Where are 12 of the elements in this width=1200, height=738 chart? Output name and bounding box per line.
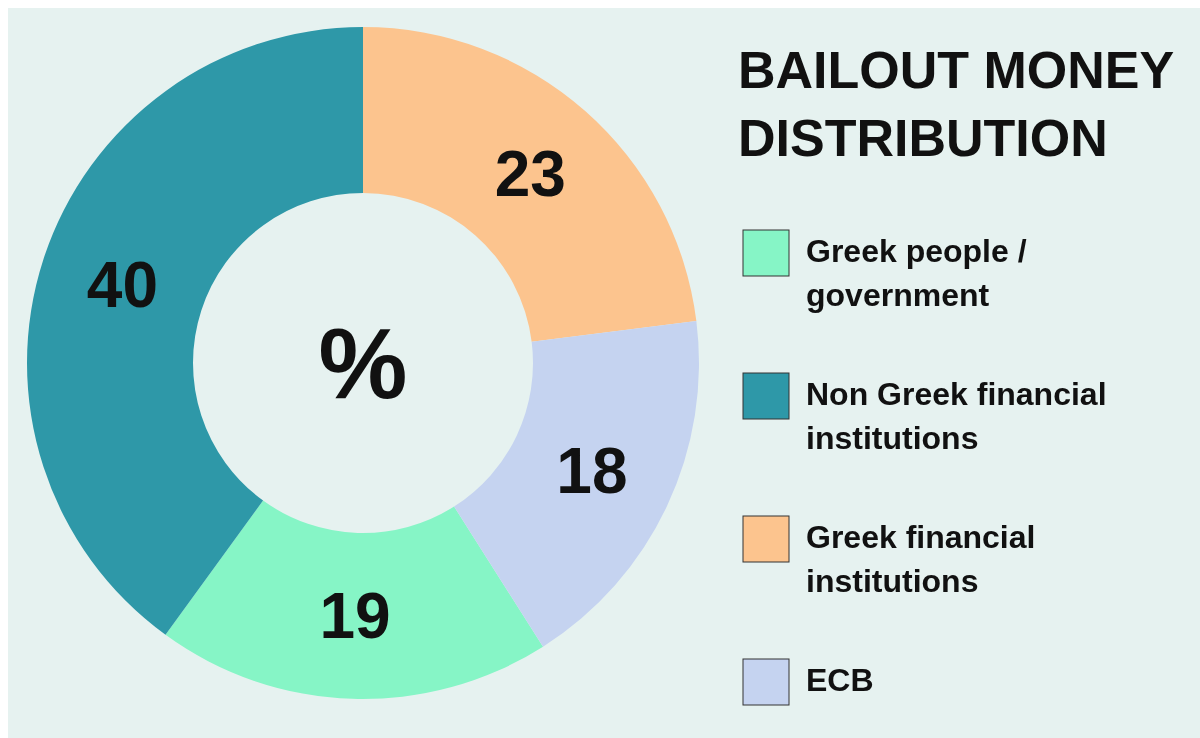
data-label: 19 [319,580,391,653]
donut-slice [165,500,544,699]
legend-label: Non Greek financial institutions [806,376,1107,456]
legend-label: ECB [806,662,874,698]
text: BAILOUT MONEY DISTRIBUTION [738,41,1175,167]
legend-label: Greek people / government [806,233,1027,313]
text: % [318,307,408,419]
data-label: 18 [556,435,628,508]
legend-label: Greek financial institutions [806,519,1036,599]
donut-slice [454,320,699,647]
data-label: 40 [86,249,158,322]
data-label: 23 [494,137,566,210]
